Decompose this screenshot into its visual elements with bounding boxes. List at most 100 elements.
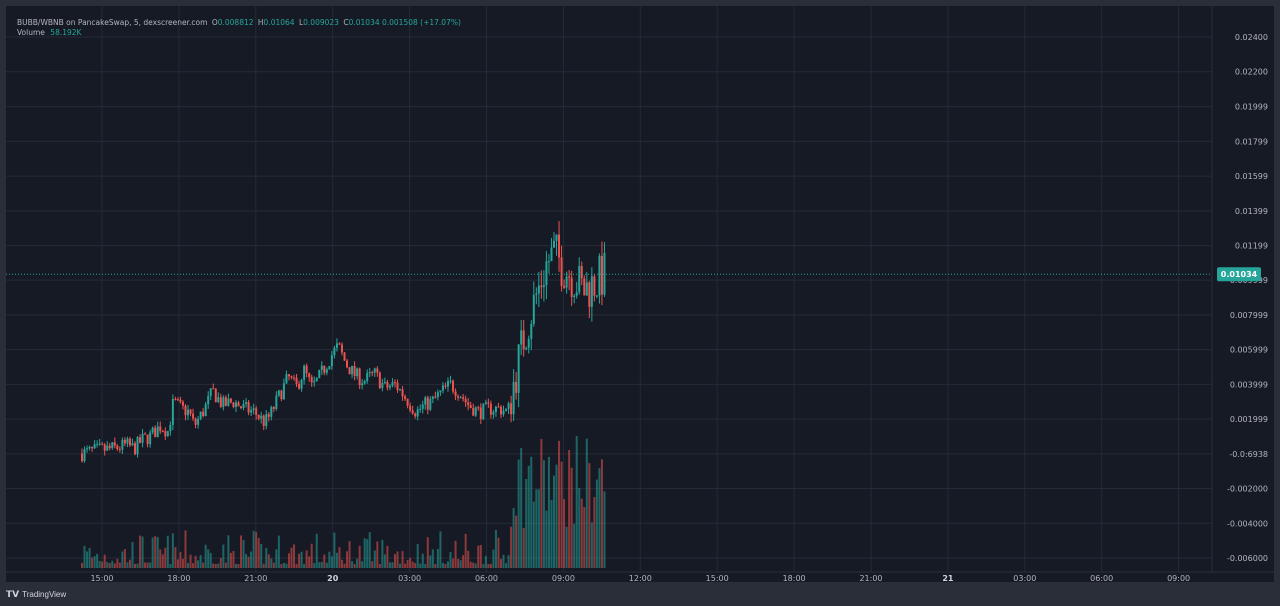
candle-body <box>154 427 157 438</box>
x-tick-label: 12:00 <box>629 574 652 582</box>
y-tick-label: 0.02400 <box>1235 33 1268 42</box>
volume-bar <box>149 562 152 568</box>
candle-body <box>353 365 356 377</box>
volume-bar <box>181 558 184 568</box>
tradingview-wordmark: TradingView <box>22 589 67 599</box>
y-tick-label: 0.007999 <box>1230 311 1268 320</box>
candle-body <box>358 368 361 386</box>
candle-body <box>290 376 293 378</box>
volume-bar <box>555 464 558 568</box>
volume-label: Volume <box>17 28 45 37</box>
candle-body <box>371 372 374 374</box>
ohlc-key-l: L <box>298 18 304 27</box>
candle-body <box>169 424 172 431</box>
candle-body <box>171 398 174 425</box>
chart-pane[interactable]: 0.02400 0.02200 0.01999 0.01799 0.01599 0.013… <box>6 6 1274 582</box>
y-tick-label: 0.02200 <box>1235 68 1268 77</box>
candle-body <box>176 399 179 401</box>
volume-bar <box>537 489 540 568</box>
volume-bar <box>598 468 601 568</box>
x-tick-label: 15:00 <box>90 574 113 582</box>
volume-bar <box>492 549 495 568</box>
volume-bar <box>545 510 548 568</box>
y-tick-label: -0.004000 <box>1227 519 1268 528</box>
y-tick-label: 0.01199 <box>1235 242 1268 251</box>
candle-body <box>399 389 402 391</box>
candle-body <box>446 380 449 387</box>
candle-body <box>525 347 528 350</box>
candle-body <box>598 255 601 296</box>
volume-bar <box>308 556 311 568</box>
candle-body <box>489 403 492 415</box>
x-tick-label: 18:00 <box>167 574 190 582</box>
volume-bar <box>404 563 407 568</box>
volume-bar <box>179 552 182 568</box>
candle-body <box>164 431 167 437</box>
candle-body <box>255 408 258 415</box>
volume-bar <box>570 467 573 568</box>
volume-bar <box>280 563 283 568</box>
candle-body <box>520 330 523 345</box>
candle-body <box>404 396 407 399</box>
candle-body <box>101 443 104 445</box>
candle-body <box>303 365 306 380</box>
volume-bar <box>517 459 520 568</box>
candle-body <box>497 406 500 408</box>
volume-bar <box>527 465 530 568</box>
candle-body <box>96 443 99 445</box>
candle-body <box>348 367 351 375</box>
volume-bar <box>474 563 477 568</box>
candle-body <box>573 295 576 297</box>
volume-bar <box>320 561 323 568</box>
candle-body <box>512 381 515 415</box>
candle-body <box>280 390 283 400</box>
candle-body <box>340 344 343 353</box>
candle-body <box>300 379 303 389</box>
candle-body <box>401 389 404 397</box>
volume-bar <box>346 551 349 568</box>
candlestick-chart[interactable]: 0.02400 0.02200 0.01999 0.01799 0.01599 0.013… <box>6 6 1274 582</box>
volume-bar <box>396 551 399 568</box>
volume-bar <box>373 550 376 568</box>
volume-bar <box>560 461 563 568</box>
volume-bar <box>305 550 308 568</box>
candle-body <box>275 395 278 409</box>
candle-body <box>441 385 444 391</box>
candle-body <box>318 369 321 378</box>
volume-bar <box>459 560 462 568</box>
change-value: 0.001508 (+17.07%) <box>381 18 461 27</box>
volume-bar <box>83 545 86 568</box>
symbol-label: BUBB/WBNB on PancakeSwap, 5, dexscreener… <box>17 18 208 27</box>
candle-body <box>560 257 563 286</box>
candle-body <box>338 343 341 345</box>
candle-body <box>381 383 384 389</box>
volume-bar <box>568 450 571 568</box>
tradingview-logo[interactable]: 𝗧𝗩 TradingView <box>6 589 66 600</box>
candle-body <box>439 390 442 393</box>
candle-body <box>123 439 126 444</box>
volume-bar <box>595 479 598 568</box>
candle-body <box>121 439 124 450</box>
candle-body <box>181 401 184 406</box>
volume-bar <box>502 554 505 568</box>
candle-body <box>98 443 101 445</box>
volume-bar <box>552 475 555 568</box>
candle-body <box>212 388 215 390</box>
volume-bar <box>166 535 169 568</box>
candle-body <box>103 444 106 451</box>
candle-body <box>414 413 417 417</box>
candle-body <box>356 368 359 377</box>
volume-bar <box>515 515 518 568</box>
volume-bar <box>338 547 341 568</box>
candle-body <box>600 255 603 295</box>
candle-body <box>134 443 137 455</box>
volume-bar <box>464 533 467 568</box>
volume-bar <box>123 549 126 568</box>
candle-body <box>542 285 545 288</box>
volume-bar <box>520 448 523 568</box>
candle-body <box>265 414 268 426</box>
volume-bar <box>93 556 96 568</box>
y-tick-label: -0.002000 <box>1227 485 1268 494</box>
candle-body <box>161 431 164 433</box>
candle-body <box>550 247 553 262</box>
